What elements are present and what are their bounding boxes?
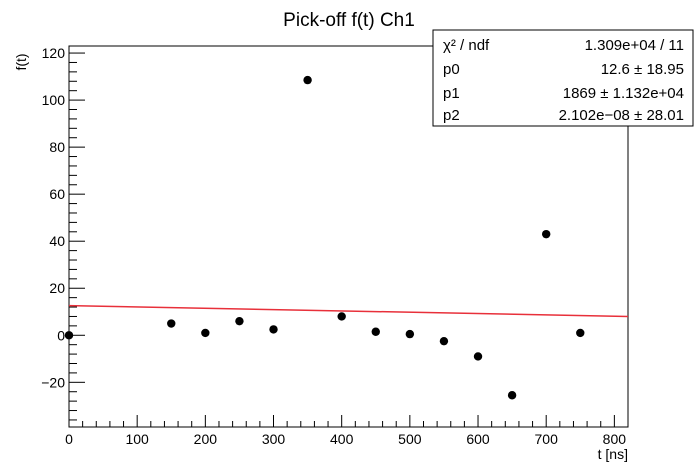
y-tick-label: 60 (49, 186, 65, 202)
chart-title: Pick-off f(t) Ch1 (283, 10, 415, 31)
x-tick-label: 600 (466, 431, 490, 447)
y-tick-label: 120 (42, 45, 66, 61)
data-point (303, 75, 312, 85)
stats-value-p0: 12.6 ± 18.95 (601, 61, 684, 78)
x-tick-label: 200 (194, 431, 218, 447)
stats-box-frame (432, 29, 694, 127)
data-point (201, 328, 210, 338)
plot-frame (68, 45, 629, 428)
data-point (473, 352, 483, 361)
stats-label-p1: p1 (443, 85, 460, 102)
x-axis-title: t [ns] (598, 446, 628, 462)
x-tick-label: 100 (125, 431, 149, 447)
y-tick-label: −20 (41, 374, 65, 390)
stats-label-p2: p2 (443, 107, 460, 124)
y-axis-title: f(t) (13, 53, 29, 70)
stats-box: χ² / ndf 1.309e+04 / 11 p0 12.6 ± 18.95 … (432, 29, 694, 127)
y-tick-label: 80 (49, 139, 65, 155)
stats-value-p2: 2.102e−08 ± 28.01 (559, 107, 684, 124)
stats-value-chi2: 1.309e+04 / 11 (585, 37, 684, 54)
x-tick-label: 0 (65, 431, 73, 447)
data-point (64, 331, 74, 340)
stats-label-p0: p0 (443, 61, 460, 78)
data-point (541, 229, 551, 239)
x-tick-label: 800 (603, 431, 627, 447)
x-tick-label: 700 (535, 431, 559, 447)
x-tick-label: 300 (262, 431, 286, 447)
data-point (269, 325, 278, 334)
y-tick-label: 20 (49, 280, 65, 296)
y-tick-label: 0 (57, 327, 65, 343)
data-point (576, 328, 585, 338)
data-point (235, 316, 244, 326)
data-point (405, 329, 415, 339)
x-tick-label: 500 (398, 431, 422, 447)
stats-value-p1: 1869 ± 1.132e+04 (563, 85, 684, 102)
data-point (337, 312, 346, 321)
y-tick-label: 40 (49, 233, 65, 249)
data-point (507, 391, 517, 400)
y-tick-label: 100 (42, 92, 66, 108)
data-point (439, 336, 449, 346)
x-tick-label: 400 (330, 431, 354, 447)
stats-label-chi2: χ² / ndf (443, 37, 490, 54)
data-point (167, 319, 176, 328)
data-point (371, 327, 380, 336)
fit-curve (68, 304, 629, 318)
